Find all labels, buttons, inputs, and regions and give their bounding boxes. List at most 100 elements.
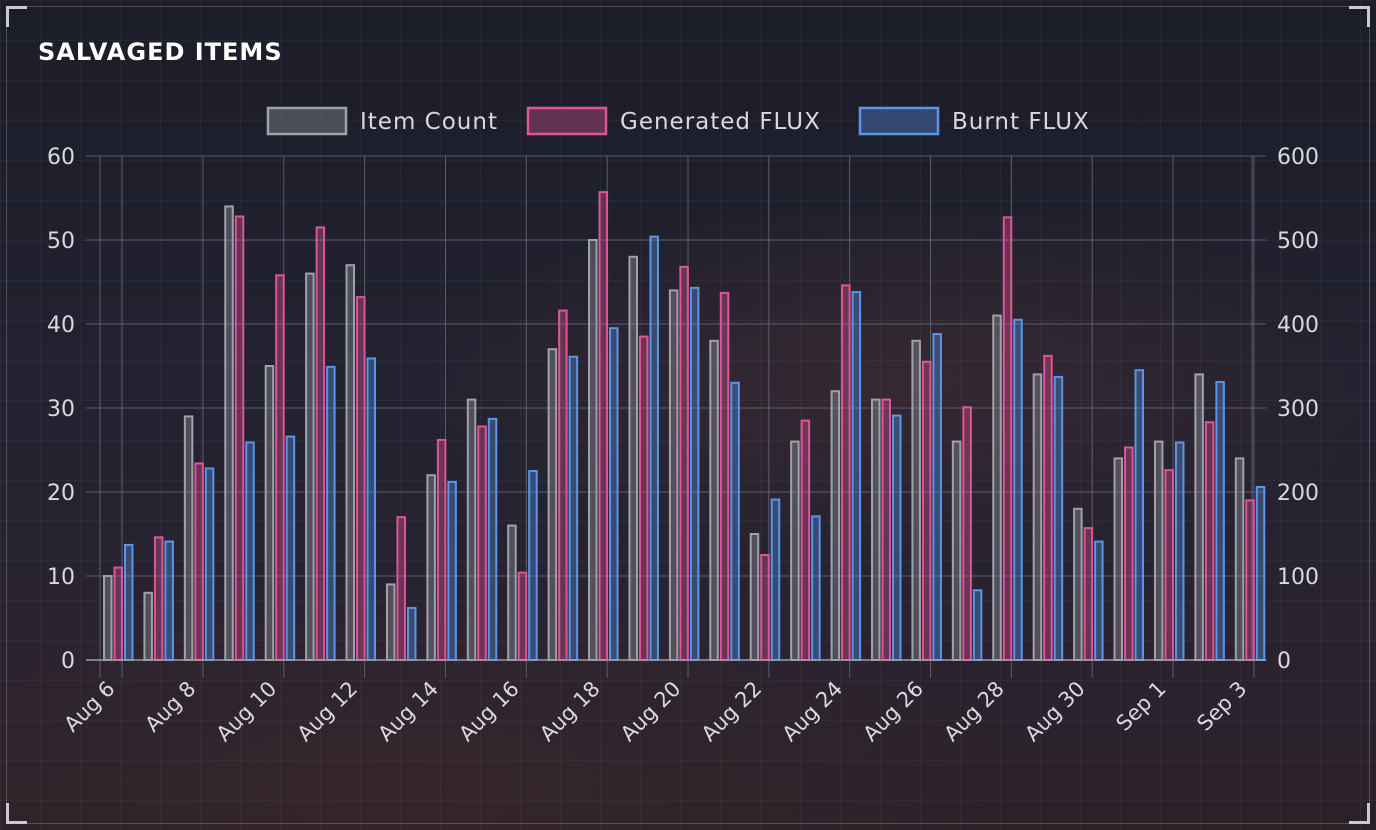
item-count-bar bbox=[830, 390, 841, 661]
burnt-flux-bar bbox=[770, 498, 781, 661]
item-count-bar bbox=[628, 255, 638, 661]
corner-bracket-top-right bbox=[1349, 6, 1370, 27]
generated-flux-bar bbox=[841, 284, 851, 661]
generated-flux-bar bbox=[1245, 499, 1255, 661]
item-count-bar bbox=[1194, 373, 1204, 661]
burnt-flux-bar bbox=[245, 441, 255, 661]
generated-flux-bar bbox=[1083, 527, 1094, 661]
x-tick-label: Aug 22 bbox=[697, 677, 767, 747]
generated-flux-bar bbox=[436, 438, 447, 662]
generated-flux-bar bbox=[113, 566, 123, 661]
burnt-flux-bar bbox=[932, 333, 942, 661]
x-tick-label: Aug 6 bbox=[60, 677, 120, 737]
y-left-tick-label: 50 bbox=[47, 229, 75, 254]
x-tick-label: Aug 12 bbox=[293, 677, 363, 747]
y-right-tick-label: 0 bbox=[1277, 649, 1291, 674]
x-tick-label: Aug 14 bbox=[373, 677, 443, 747]
x-tick-label: Aug 10 bbox=[212, 677, 282, 747]
burnt-flux-bar bbox=[164, 540, 174, 661]
item-count-bar bbox=[871, 398, 881, 661]
generated-flux-bar bbox=[153, 536, 164, 661]
legend-swatch-item-count bbox=[266, 106, 348, 136]
x-tick-label: Aug 8 bbox=[140, 677, 200, 737]
item-count-bar bbox=[668, 289, 679, 661]
y-right-tick-label: 100 bbox=[1277, 565, 1319, 590]
corner-bracket-bottom-left bbox=[6, 803, 27, 824]
burnt-flux-bar bbox=[487, 417, 498, 662]
burnt-flux-bar bbox=[1094, 540, 1104, 661]
item-count-bar bbox=[951, 440, 962, 661]
y-left-tick-label: 60 bbox=[47, 145, 75, 170]
item-count-bar bbox=[345, 264, 356, 661]
item-count-bar bbox=[1032, 373, 1043, 661]
burnt-flux-bar bbox=[326, 365, 336, 661]
burnt-flux-bar bbox=[124, 543, 134, 661]
item-count-bar bbox=[1153, 440, 1164, 661]
burnt-flux-bar bbox=[730, 381, 740, 661]
generated-flux-bar bbox=[477, 425, 487, 662]
burnt-flux-bar bbox=[1255, 485, 1266, 661]
generated-flux-bar bbox=[598, 191, 609, 661]
item-count-bar bbox=[385, 583, 396, 662]
burnt-flux-bar bbox=[892, 414, 902, 661]
x-tick-label: Aug 16 bbox=[454, 677, 524, 747]
item-count-bar bbox=[224, 205, 234, 661]
item-count-bar bbox=[305, 272, 315, 661]
x-tick-label: Aug 24 bbox=[778, 677, 848, 747]
generated-flux-bar bbox=[921, 360, 932, 661]
x-tick-label: Aug 20 bbox=[616, 677, 686, 747]
burnt-flux-bar bbox=[609, 327, 619, 661]
burnt-flux-bar bbox=[689, 286, 700, 661]
burnt-flux-bar bbox=[1134, 369, 1145, 661]
generated-flux-bar bbox=[275, 274, 285, 661]
x-tick-label: Aug 28 bbox=[939, 677, 1009, 747]
item-count-bar bbox=[749, 533, 760, 661]
item-count-bar bbox=[992, 314, 1002, 661]
generated-flux-bar bbox=[1043, 354, 1053, 661]
generated-flux-bar bbox=[800, 419, 811, 661]
burnt-flux-bar bbox=[1174, 441, 1185, 661]
legend-swatch-generated-flux bbox=[526, 106, 608, 136]
generated-flux-bar bbox=[760, 554, 770, 661]
burnt-flux-bar bbox=[447, 480, 457, 662]
burnt-flux-bar bbox=[851, 291, 862, 661]
generated-flux-bar bbox=[558, 309, 568, 661]
item-count-bar bbox=[709, 339, 719, 661]
x-tick-label: Aug 26 bbox=[858, 677, 928, 747]
burnt-flux-bar bbox=[1013, 318, 1023, 661]
corner-bracket-bottom-right bbox=[1349, 803, 1370, 824]
burnt-flux-bar bbox=[204, 467, 215, 662]
burnt-flux-bar bbox=[972, 589, 983, 662]
item-count-bar bbox=[426, 474, 436, 662]
y-left-tick-label: 10 bbox=[47, 565, 75, 590]
x-tick-label: Aug 18 bbox=[535, 677, 605, 747]
y-right-tick-label: 400 bbox=[1277, 313, 1319, 338]
item-count-bar bbox=[588, 239, 598, 661]
y-left-tick-label: 20 bbox=[47, 481, 75, 506]
legend-label: Generated FLUX bbox=[620, 109, 821, 135]
generated-flux-bar bbox=[1002, 216, 1013, 661]
generated-flux-bar bbox=[1164, 469, 1174, 661]
y-left-tick-label: 40 bbox=[47, 313, 75, 338]
generated-flux-bar bbox=[517, 571, 528, 662]
burnt-flux-bar bbox=[406, 606, 417, 661]
item-count-bar bbox=[103, 575, 113, 661]
item-count-bar bbox=[183, 415, 194, 661]
item-count-bar bbox=[1234, 457, 1245, 661]
item-count-bar bbox=[790, 440, 800, 661]
burnt-flux-bar bbox=[1215, 380, 1225, 661]
generated-flux-bar bbox=[719, 291, 730, 661]
generated-flux-bar bbox=[1204, 421, 1215, 661]
generated-flux-bar bbox=[234, 215, 245, 661]
generated-flux-bar bbox=[194, 462, 204, 661]
x-tick-label: Sep 3 bbox=[1192, 677, 1251, 736]
generated-flux-bar bbox=[638, 335, 649, 661]
y-right-tick-label: 300 bbox=[1277, 397, 1319, 422]
generated-flux-bar bbox=[396, 516, 406, 662]
generated-flux-bar bbox=[315, 226, 326, 661]
corner-bracket-top-left bbox=[6, 6, 27, 27]
item-count-bar bbox=[911, 339, 921, 661]
burnt-flux-bar bbox=[366, 357, 377, 661]
y-right-tick-label: 600 bbox=[1277, 145, 1319, 170]
